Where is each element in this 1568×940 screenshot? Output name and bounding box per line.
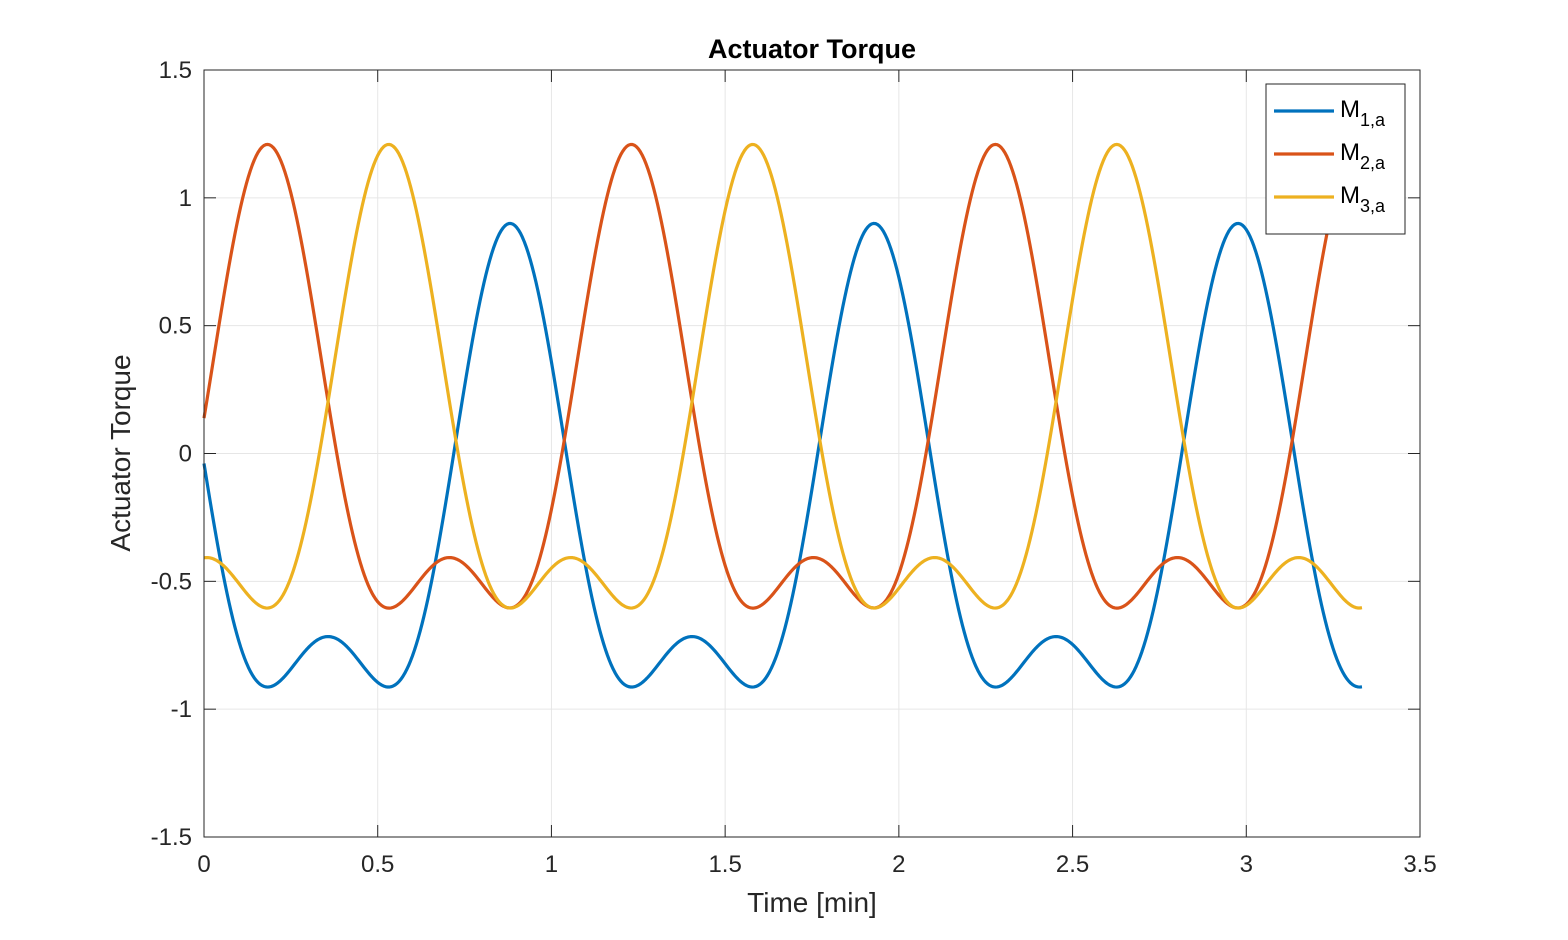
- legend-label-subscript: 2,a: [1360, 153, 1386, 173]
- ticks: [203, 69, 1421, 838]
- series-layer: [202, 142, 1363, 689]
- y-tick-labels: -1.5 -1 -0.5 0 0.5 1 1.5: [151, 57, 192, 851]
- y-tick-label: -0.5: [151, 568, 192, 595]
- x-axis-label: Time [min]: [747, 887, 877, 918]
- y-tick-label: 0.5: [159, 313, 192, 340]
- legend-label-main: M: [1340, 182, 1360, 209]
- x-tick-label: 3.5: [1403, 851, 1436, 878]
- x-tick-labels: 0 0.5 1 1.5 2 2.5 3 3.5: [197, 851, 1436, 878]
- x-tick-label: 0.5: [361, 851, 394, 878]
- x-tick-label: 3: [1240, 851, 1253, 878]
- legend-label-subscript: 3,a: [1360, 196, 1386, 216]
- x-tick-label: 1.5: [708, 851, 741, 878]
- legend-label-1: M1,a: [1340, 96, 1386, 130]
- legend-label-2: M2,a: [1340, 139, 1386, 173]
- series-line-1: [202, 221, 1363, 689]
- legend-label-3: M3,a: [1340, 182, 1386, 216]
- y-tick-label: -1.5: [151, 824, 192, 851]
- series-line-3: [203, 142, 1363, 610]
- x-tick-label: 2: [892, 851, 905, 878]
- x-tick-label: 1: [545, 851, 558, 878]
- legend-label-main: M: [1340, 96, 1360, 123]
- x-tick-label: 0: [197, 851, 210, 878]
- legend: M1,aM2,aM3,a: [1265, 83, 1406, 235]
- y-tick-label: 1.5: [159, 57, 192, 84]
- y-tick-label: 1: [179, 185, 192, 212]
- series-line-2: [202, 142, 1363, 610]
- y-tick-label: 0: [179, 441, 192, 468]
- legend-label-subscript: 1,a: [1360, 110, 1386, 130]
- x-tick-label: 2.5: [1056, 851, 1089, 878]
- y-tick-label: -1: [171, 696, 192, 723]
- legend-label-main: M: [1340, 139, 1360, 166]
- y-axis-label: Actuator Torque: [105, 354, 136, 551]
- chart-title: Actuator Torque: [708, 34, 916, 64]
- legend-box: [1265, 83, 1406, 235]
